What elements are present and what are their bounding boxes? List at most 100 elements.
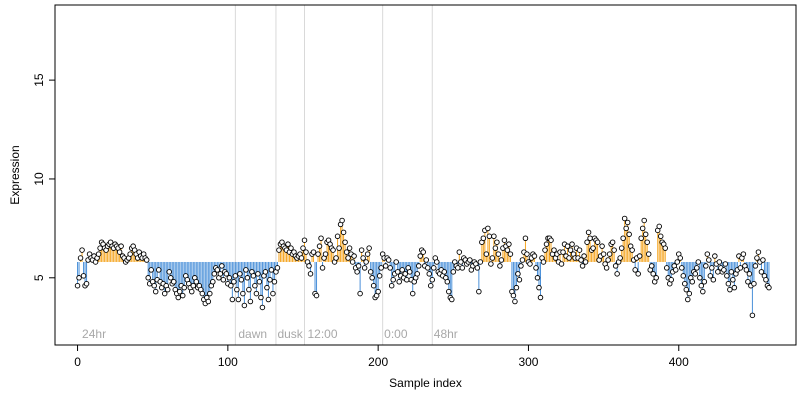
data-point: [177, 288, 183, 295]
data-point: [668, 277, 674, 283]
data-point: [516, 277, 523, 283]
data-point: [456, 249, 463, 255]
data-point: [74, 282, 81, 289]
data-point: [766, 284, 772, 291]
y-axis-title: Expression: [8, 145, 22, 204]
data-point: [485, 225, 491, 232]
data-point: [495, 251, 502, 257]
data-point: [579, 263, 586, 269]
data-point: [343, 249, 350, 255]
data-point: [673, 267, 679, 273]
data-point: [551, 247, 557, 253]
data-point: [548, 237, 554, 243]
data-point: [558, 261, 565, 267]
data-point: [507, 251, 514, 257]
data-point: [721, 267, 727, 273]
data-point: [497, 263, 503, 269]
data-point: [369, 275, 375, 281]
data-point: [301, 237, 308, 243]
y-tick-label: 10: [32, 172, 46, 186]
data-point: [434, 259, 440, 265]
data-point: [234, 286, 240, 293]
data-point: [476, 288, 482, 295]
data-point: [428, 282, 434, 289]
data-point: [345, 255, 351, 261]
data-point: [498, 257, 505, 263]
data-point: [638, 235, 644, 242]
data-point: [624, 219, 631, 226]
data-point: [518, 263, 524, 269]
data-point: [199, 290, 206, 297]
x-tick-label: 0: [74, 355, 81, 369]
data-point: [271, 278, 278, 285]
data-point: [504, 247, 511, 253]
data-point: [264, 284, 270, 291]
data-point: [190, 282, 197, 289]
data-point: [685, 296, 691, 303]
x-tick-label: 200: [368, 355, 388, 369]
data-point: [318, 235, 324, 242]
data-point: [231, 278, 237, 285]
data-point: [378, 265, 384, 271]
data-point: [639, 225, 646, 232]
data-point: [489, 255, 496, 261]
data-point: [426, 271, 433, 277]
data-point: [340, 229, 347, 236]
data-point: [694, 265, 700, 271]
data-point: [486, 233, 493, 240]
data-point: [193, 278, 200, 285]
data-point: [267, 277, 273, 283]
annotation-label: dusk: [277, 327, 303, 341]
data-point: [376, 273, 383, 279]
data-point: [118, 243, 124, 249]
data-point: [754, 255, 760, 261]
data-point: [358, 247, 365, 253]
data-point: [455, 265, 461, 271]
data-point: [152, 288, 159, 295]
data-point: [609, 239, 616, 245]
data-point: [151, 282, 157, 289]
data-point: [730, 277, 736, 283]
annotations-group: 24hr dawn dusk 12:00 0:00 48hr: [82, 327, 458, 341]
data-point: [641, 217, 647, 224]
data-point: [581, 253, 587, 259]
data-point: [600, 251, 607, 257]
data-point: [181, 284, 188, 291]
data-point: [166, 269, 172, 275]
data-point: [749, 312, 756, 319]
data-point: [483, 251, 490, 257]
data-point: [316, 243, 323, 249]
data-point: [223, 271, 230, 277]
data-point: [501, 237, 508, 243]
data-point: [235, 296, 242, 303]
data-point: [315, 251, 321, 257]
data-point: [706, 257, 712, 263]
data-point: [256, 278, 263, 285]
data-point: [385, 257, 392, 263]
data-point: [536, 284, 542, 291]
data-point: [285, 241, 291, 247]
data-point: [423, 257, 430, 263]
data-point: [210, 278, 216, 285]
data-point: [704, 251, 711, 257]
annotation-label: 48hr: [434, 327, 458, 341]
annotation-label: dawn: [238, 327, 267, 341]
data-point: [679, 265, 685, 271]
data-point: [512, 298, 518, 305]
data-point: [599, 243, 605, 249]
data-point: [189, 288, 195, 295]
data-point: [703, 263, 709, 269]
data-point: [656, 223, 662, 230]
data-point: [313, 292, 320, 299]
data-point: [300, 245, 306, 251]
data-point: [346, 245, 353, 251]
data-point: [542, 247, 548, 253]
data-point: [513, 284, 520, 291]
annotation-label: 24hr: [82, 327, 106, 341]
data-point: [620, 235, 626, 242]
data-point: [527, 261, 533, 267]
data-point: [396, 278, 402, 285]
data-point: [333, 255, 339, 261]
